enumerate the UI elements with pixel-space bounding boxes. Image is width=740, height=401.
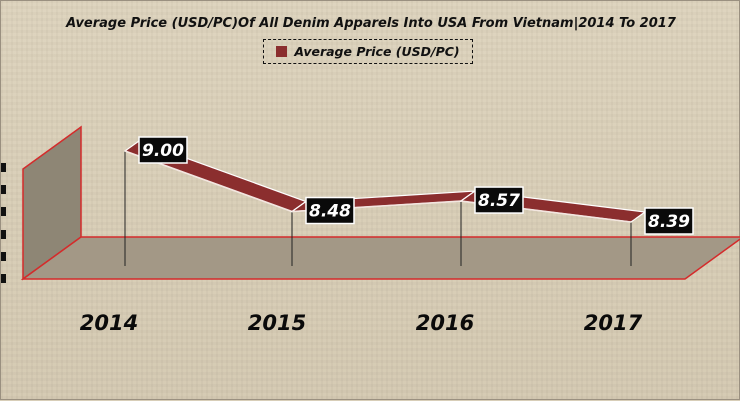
data-label-2015: 8.48 (305, 196, 355, 225)
data-label-box (644, 207, 694, 235)
x-tick-label-2016: 2016 (416, 311, 474, 335)
x-tick-label-2017: 2017 (584, 311, 643, 335)
data-label-text: 8.48 (309, 202, 351, 222)
data-label-2014: 9.00 (138, 136, 188, 164)
x-tick-label-2014: 2014 (80, 311, 138, 335)
data-label-2016: 8.57 (474, 186, 524, 214)
y-tick-1 (1, 185, 6, 194)
legend-swatch (276, 46, 288, 57)
data-label-2017: 8.39 (644, 207, 694, 235)
legend-label: Average Price (USD/PC) (294, 44, 460, 59)
data-label-box (474, 186, 524, 214)
data-label-text: 8.39 (648, 212, 690, 232)
data-label-box (138, 136, 188, 164)
y-tick-4 (1, 252, 6, 261)
y-tick-5 (1, 274, 6, 283)
y-tick-3 (1, 230, 6, 239)
data-label-box (305, 196, 355, 225)
data-label-text: 8.57 (478, 191, 520, 211)
x-tick-label-2015: 2015 (248, 311, 306, 335)
y-tick-2 (1, 207, 6, 216)
data-label-text: 9.00 (142, 141, 184, 161)
legend: Average Price (USD/PC) (263, 39, 473, 64)
y-axis-ticks (1, 163, 6, 283)
floor (20, 236, 740, 280)
y-tick-0 (1, 163, 6, 172)
chart-title: Average Price (USD/PC)Of All Denim Appar… (66, 16, 676, 31)
